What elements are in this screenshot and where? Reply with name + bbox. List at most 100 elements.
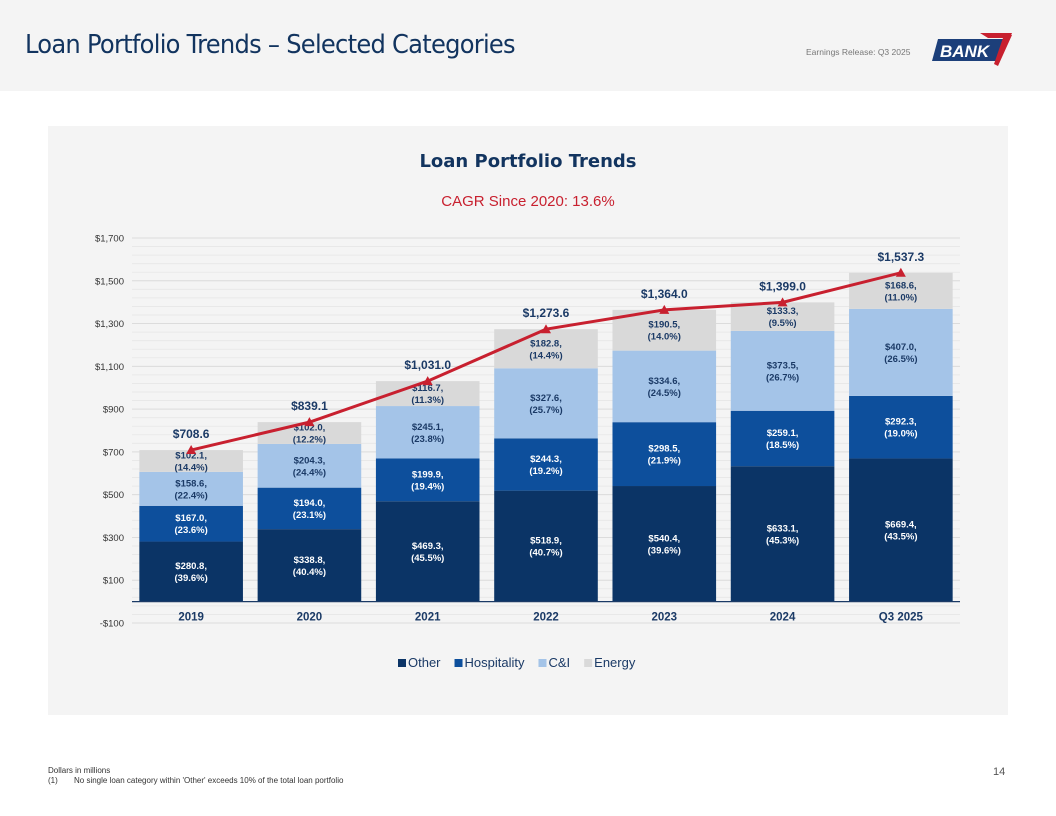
bank7-logo: BANK — [932, 33, 1012, 66]
bar-segment-cni — [730, 330, 835, 411]
data-label-cni: $158.6, — [175, 478, 207, 489]
data-label-other: $518.9, — [530, 536, 562, 547]
data-label-other: $540.4, — [648, 533, 680, 544]
total-label: $839.1 — [291, 399, 328, 413]
bar-segment-other — [257, 529, 362, 602]
data-label-hospitality: $167.0, — [175, 513, 207, 524]
data-label-cni: (26.7%) — [766, 372, 799, 383]
data-label-energy: (11.0%) — [884, 292, 917, 303]
data-label-energy: (14.4%) — [175, 462, 208, 473]
data-label-hospitality: $199.9, — [412, 469, 444, 480]
data-label-energy: (9.5%) — [769, 318, 797, 329]
x-tick-label: 2022 — [533, 612, 559, 624]
total-label: $708.6 — [173, 427, 210, 441]
legend: Other Hospitality C&I Energy — [398, 655, 636, 670]
data-label-energy: $116.7, — [412, 383, 443, 394]
bar-segment-energy — [494, 329, 598, 369]
bar-segment-hospitality — [139, 505, 243, 542]
bar-segment-energy — [849, 272, 953, 309]
data-label-other: $280.8, — [175, 561, 207, 572]
total-label: $1,537.3 — [877, 250, 924, 264]
legend-swatch-energy — [584, 659, 593, 667]
y-tick-label: $1,700 — [95, 234, 124, 245]
total-marker — [186, 445, 197, 455]
data-label-hospitality: (23.1%) — [293, 510, 326, 521]
data-label-cni: $334.6, — [648, 376, 680, 387]
y-tick-label: $500 — [103, 490, 124, 501]
bar-segment-cni — [375, 406, 480, 459]
footnote-1: (1) No single loan category within 'Other… — [48, 776, 343, 786]
data-label-other: $469.3, — [412, 541, 444, 552]
data-label-energy: (12.2%) — [293, 435, 326, 446]
y-tick-label: $1,500 — [95, 276, 124, 287]
y-tick-label: $1,300 — [95, 319, 124, 330]
data-label-energy: $168.6, — [885, 280, 917, 291]
y-tick-label: $100 — [103, 576, 124, 587]
data-label-energy: (11.3%) — [411, 395, 444, 406]
header-bar: Loan Portfolio Trends – Selected Categor… — [0, 0, 1056, 91]
bar-segment-other — [612, 486, 717, 602]
bar-segment-hospitality — [612, 422, 717, 487]
data-label-cni: $245.1, — [412, 422, 444, 433]
footnote-text: No single loan category within 'Other' e… — [74, 776, 344, 785]
logo-seven-stroke — [994, 35, 1012, 66]
data-label-energy: $190.5, — [648, 320, 680, 331]
data-label-energy: $102.0, — [294, 423, 326, 434]
bar-segment-energy — [139, 450, 243, 472]
footnote-block: Dollars in millions (1) No single loan ca… — [48, 766, 343, 786]
total-marker — [541, 324, 551, 334]
data-label-energy: $182.8, — [530, 338, 562, 349]
data-label-cni: (24.4%) — [293, 467, 326, 478]
data-label-other: (39.6%) — [175, 573, 208, 584]
data-label-other: (39.6%) — [648, 545, 681, 556]
total-marker — [895, 267, 906, 277]
units-note: Dollars in millions — [48, 766, 111, 775]
bar-segment-cni — [494, 368, 598, 439]
legend-swatch-other — [398, 659, 406, 667]
y-tick-label: $700 — [103, 447, 124, 458]
total-label: $1,399.0 — [759, 279, 806, 293]
data-label-cni: $407.0, — [885, 342, 917, 353]
legend-swatch-cni — [538, 659, 547, 667]
data-label-other: (45.5%) — [411, 553, 444, 564]
data-label-cni: (26.5%) — [884, 354, 917, 365]
total-marker — [304, 417, 315, 427]
bar-segment-hospitality — [730, 410, 835, 467]
data-label-hospitality: (19.0%) — [884, 429, 917, 440]
data-label-other: $669.4, — [885, 520, 917, 531]
legend-label-energy: Energy — [594, 655, 636, 670]
bar-segment-other — [849, 458, 953, 602]
logo-badge — [932, 39, 1006, 61]
data-label-hospitality: (21.9%) — [648, 456, 681, 467]
legend-label-cni: C&I — [548, 655, 570, 670]
x-tick-label: 2019 — [178, 612, 204, 624]
data-label-cni: (23.8%) — [411, 434, 444, 445]
x-tick-label: 2021 — [415, 612, 441, 624]
y-tick-label: -$100 — [100, 619, 124, 630]
total-label: $1,273.6 — [523, 306, 570, 320]
total-label: $1,031.0 — [404, 358, 451, 372]
earnings-release-label: Earnings Release: Q3 2025 — [806, 47, 911, 57]
page-title: Loan Portfolio Trends – Selected Categor… — [25, 30, 516, 60]
data-label-energy: $133.3, — [767, 306, 799, 317]
data-label-hospitality: $244.3, — [530, 454, 562, 465]
bar-segment-other — [730, 466, 835, 602]
y-tick-label: $300 — [103, 533, 124, 544]
bar-segment-cni — [849, 308, 953, 396]
data-label-hospitality: $298.5, — [648, 444, 680, 455]
bar-segment-hospitality — [257, 487, 362, 530]
bar-segment-energy — [730, 302, 835, 331]
y-tick-label: $1,100 — [95, 362, 124, 373]
bar-segment-cni — [257, 443, 362, 488]
total-label: $1,364.0 — [641, 287, 688, 301]
data-label-hospitality: $259.1, — [767, 428, 799, 439]
data-label-hospitality: $292.3, — [885, 417, 917, 428]
total-marker — [422, 376, 433, 386]
data-label-hospitality: (19.2%) — [529, 466, 562, 477]
legend-swatch-hospitality — [454, 659, 463, 667]
legend-label-hospitality: Hospitality — [465, 655, 525, 670]
data-label-energy: $102.1, — [175, 450, 207, 461]
data-label-cni: (22.4%) — [175, 490, 208, 501]
x-tick-label: 2020 — [297, 612, 323, 624]
bar-segment-other — [139, 541, 243, 602]
